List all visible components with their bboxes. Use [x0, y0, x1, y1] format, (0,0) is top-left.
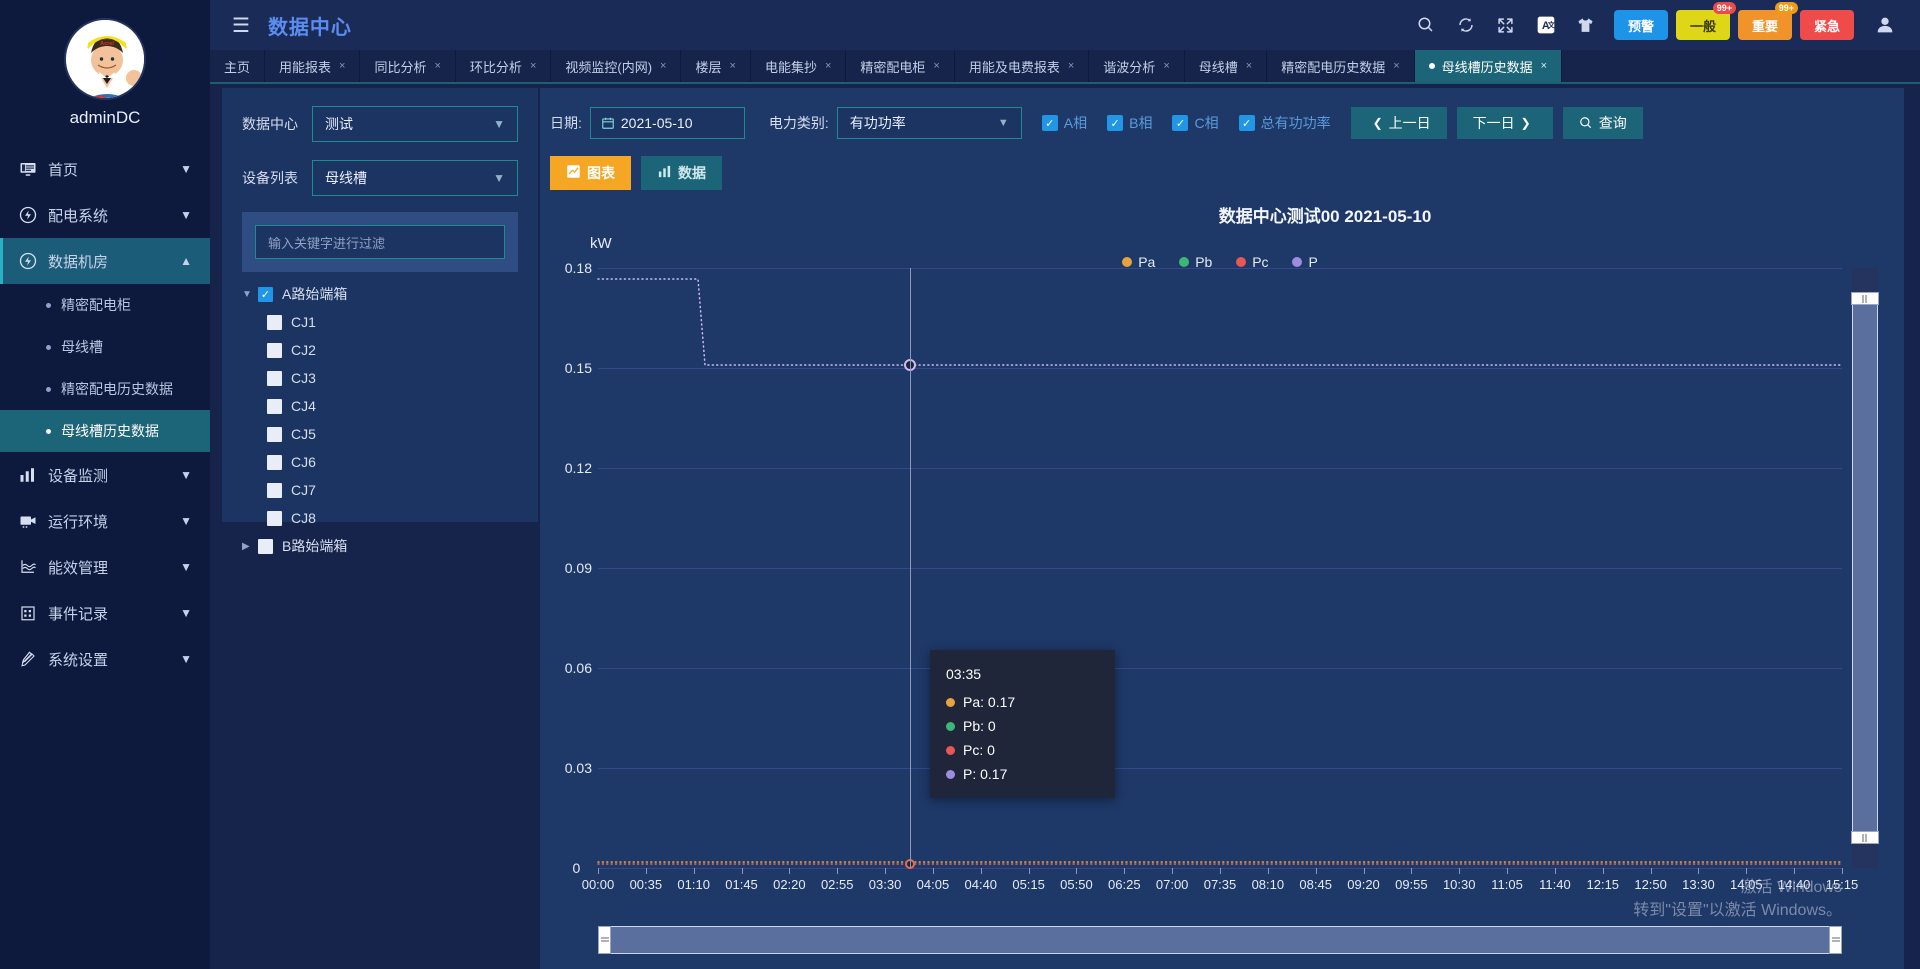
- svg-text:文: 文: [1548, 20, 1556, 30]
- svg-text:Acrel: Acrel: [100, 41, 114, 47]
